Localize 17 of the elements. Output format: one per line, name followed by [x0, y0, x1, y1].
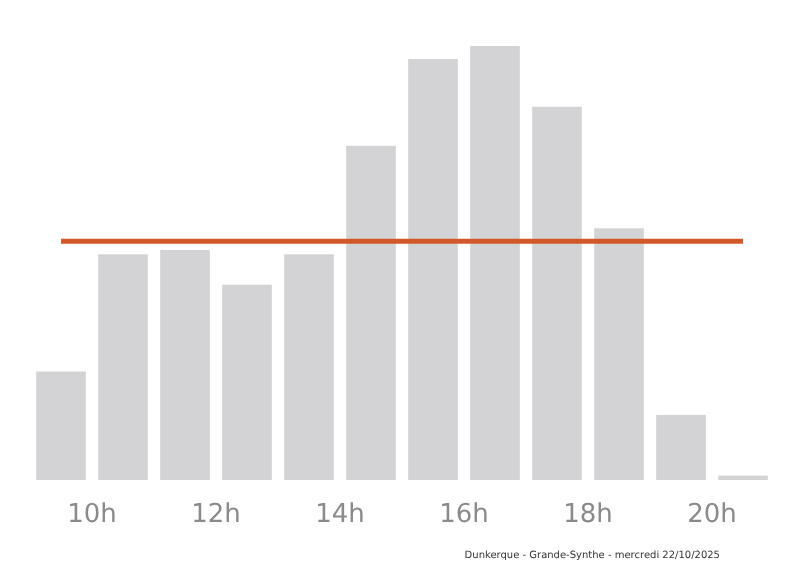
- bar: [532, 106, 582, 480]
- x-tick-label: 14h: [315, 500, 365, 530]
- bar: [160, 249, 210, 480]
- bar: [656, 414, 706, 480]
- bar: [98, 254, 148, 480]
- bar: [284, 254, 334, 480]
- x-tick-label: 12h: [191, 500, 241, 530]
- x-tick-label: 10h: [67, 500, 117, 530]
- x-tick-label: 16h: [439, 500, 489, 530]
- bar: [594, 228, 644, 480]
- bar: [222, 284, 272, 480]
- x-tick-label: 20h: [687, 500, 737, 530]
- bar: [346, 145, 396, 480]
- x-tick-label: 18h: [563, 500, 613, 530]
- bar: [470, 46, 520, 480]
- bar: [36, 371, 86, 480]
- bar: [408, 59, 458, 480]
